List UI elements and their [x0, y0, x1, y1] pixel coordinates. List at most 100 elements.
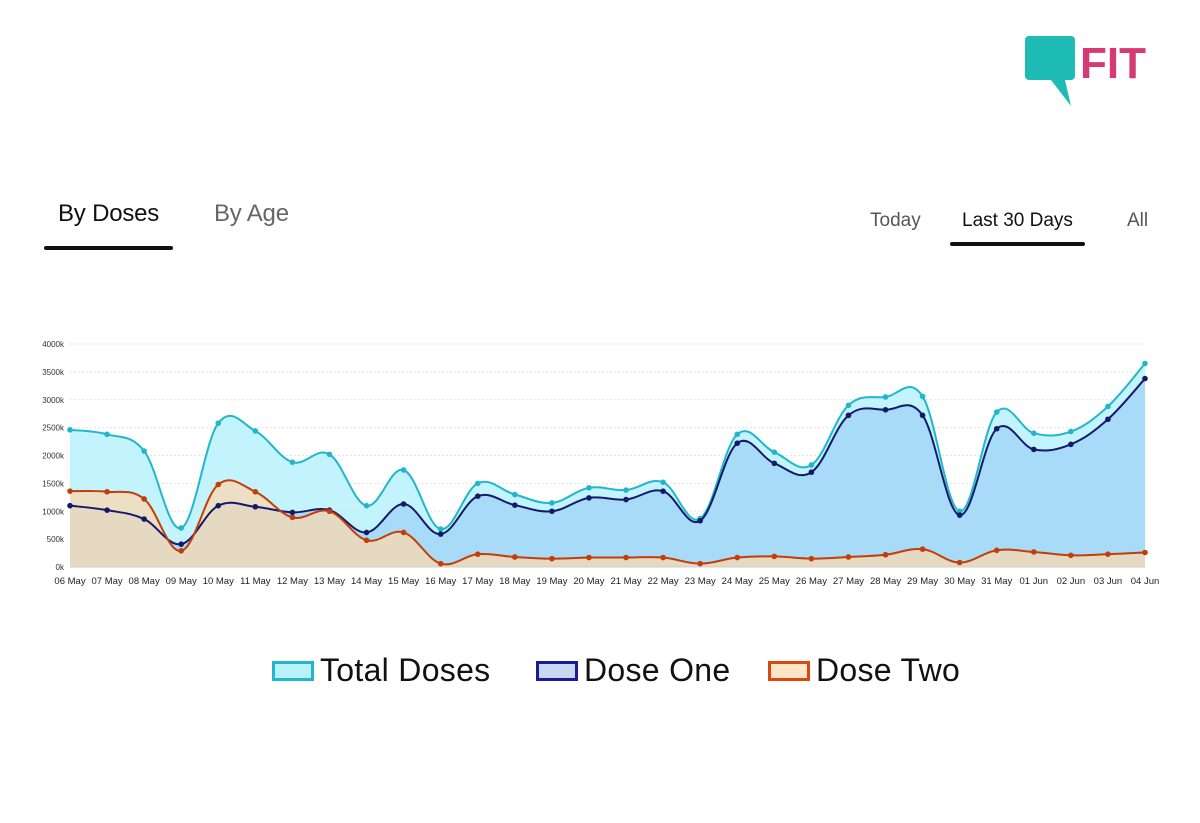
point-dose-two — [734, 554, 741, 561]
point-total-doses — [993, 409, 1000, 415]
legend-label-dose-one: Dose One — [584, 652, 731, 688]
range-all-label: All — [1127, 210, 1149, 231]
point-total-doses — [400, 467, 407, 473]
point-dose-one — [400, 501, 407, 507]
point-dose-one — [549, 508, 555, 515]
point-dose-one — [178, 541, 185, 547]
line-total-doses — [69, 362, 1146, 531]
point-dose-one — [845, 412, 852, 419]
point-dose-one — [882, 406, 889, 413]
point-dose-two — [400, 529, 407, 536]
x-tick-label: 31 May — [981, 576, 1012, 587]
point-total-doses — [586, 485, 592, 491]
point-dose-two — [845, 554, 852, 560]
point-dose-one — [660, 488, 666, 494]
point-dose-one — [215, 502, 222, 509]
point-total-doses — [956, 508, 963, 515]
point-dose-two — [993, 547, 1000, 554]
point-dose-one — [104, 507, 110, 513]
point-dose-two — [697, 560, 703, 567]
point-dose-two — [437, 560, 444, 567]
range-last-30-days-label: Last 30 Days — [962, 210, 1073, 231]
point-dose-one — [141, 516, 147, 522]
point-dose-two — [67, 488, 73, 494]
tab-by-age-label: By Age — [214, 200, 289, 227]
point-total-doses — [1030, 430, 1037, 436]
point-dose-two — [549, 555, 555, 562]
point-total-doses — [178, 525, 185, 531]
chart-legend: Total Doses Dose One Dose Two — [0, 652, 1200, 702]
legend-label-dose-two: Dose Two — [816, 652, 961, 688]
legend-swatch-dose-two — [768, 660, 810, 681]
x-tick-label: 03 Jun — [1094, 576, 1123, 587]
x-tick-label: 04 Jun — [1131, 576, 1160, 587]
x-tick-label: 28 May — [870, 576, 901, 587]
x-tick-label: 19 May — [536, 576, 567, 587]
point-dose-two — [104, 488, 110, 495]
point-dose-two — [1105, 551, 1111, 557]
point-dose-two — [660, 554, 666, 561]
point-total-doses — [1142, 360, 1148, 367]
x-tick-label: 18 May — [499, 576, 530, 587]
point-total-doses — [882, 394, 889, 400]
y-tick-label: 4000k — [42, 340, 65, 349]
point-total-doses — [660, 479, 666, 486]
point-dose-two — [178, 548, 185, 554]
x-tick-label: 02 Jun — [1057, 576, 1086, 587]
point-dose-one — [956, 512, 963, 518]
point-dose-one — [697, 517, 703, 524]
fit-logo: FIT — [1025, 30, 1155, 110]
x-tick-label: 29 May — [907, 576, 938, 587]
point-dose-one — [1030, 446, 1037, 453]
x-tick-label: 11 May — [240, 576, 271, 587]
legend-item-total-doses[interactable]: Total Doses — [272, 652, 491, 689]
x-tick-label: 17 May — [462, 576, 493, 587]
x-tick-label: 14 May — [351, 576, 382, 587]
legend-item-dose-one[interactable]: Dose One — [536, 652, 730, 689]
point-dose-two — [512, 554, 518, 560]
x-tick-label: 23 May — [685, 576, 716, 587]
range-today[interactable]: Today — [870, 210, 921, 232]
point-total-doses — [808, 462, 815, 468]
point-total-doses — [326, 451, 333, 458]
point-dose-two — [1142, 549, 1148, 556]
legend-label-total-doses: Total Doses — [320, 652, 491, 688]
active-tab-underline — [44, 246, 174, 250]
point-total-doses — [549, 500, 555, 506]
point-dose-one — [623, 496, 629, 503]
range-last-30-days[interactable]: Last 30 Days — [950, 210, 1085, 246]
point-dose-one — [734, 440, 741, 447]
y-tick-label: 2500k — [42, 424, 65, 433]
point-dose-two — [956, 559, 963, 566]
legend-item-dose-two[interactable]: Dose Two — [768, 652, 960, 689]
tab-by-age[interactable]: By Age — [214, 200, 289, 242]
active-range-underline — [950, 242, 1085, 246]
point-dose-two — [1030, 549, 1037, 555]
point-dose-two — [363, 537, 370, 544]
point-total-doses — [1068, 428, 1074, 435]
y-tick-label: 0k — [56, 563, 65, 572]
legend-swatch-dose-one — [536, 660, 578, 681]
point-total-doses — [67, 427, 73, 433]
point-dose-two — [808, 555, 815, 562]
x-tick-label: 20 May — [573, 576, 604, 587]
point-total-doses — [512, 491, 518, 498]
point-dose-one — [289, 509, 296, 516]
point-dose-one — [252, 503, 259, 510]
point-total-doses — [215, 420, 222, 426]
x-tick-label: 26 May — [796, 576, 827, 587]
point-total-doses — [363, 502, 370, 509]
point-dose-two — [586, 554, 592, 561]
tab-by-doses-label: By Doses — [58, 200, 160, 227]
range-today-label: Today — [870, 210, 921, 231]
x-tick-label: 08 May — [129, 576, 160, 587]
tab-by-doses[interactable]: By Doses — [44, 200, 174, 250]
x-tick-label: 12 May — [277, 576, 308, 587]
range-all[interactable]: All — [1127, 210, 1148, 232]
point-dose-one — [1068, 441, 1074, 448]
point-dose-two — [141, 496, 147, 502]
x-tick-label: 07 May — [91, 576, 122, 587]
point-total-doses — [437, 526, 444, 532]
point-total-doses — [919, 393, 926, 400]
point-total-doses — [252, 428, 259, 434]
